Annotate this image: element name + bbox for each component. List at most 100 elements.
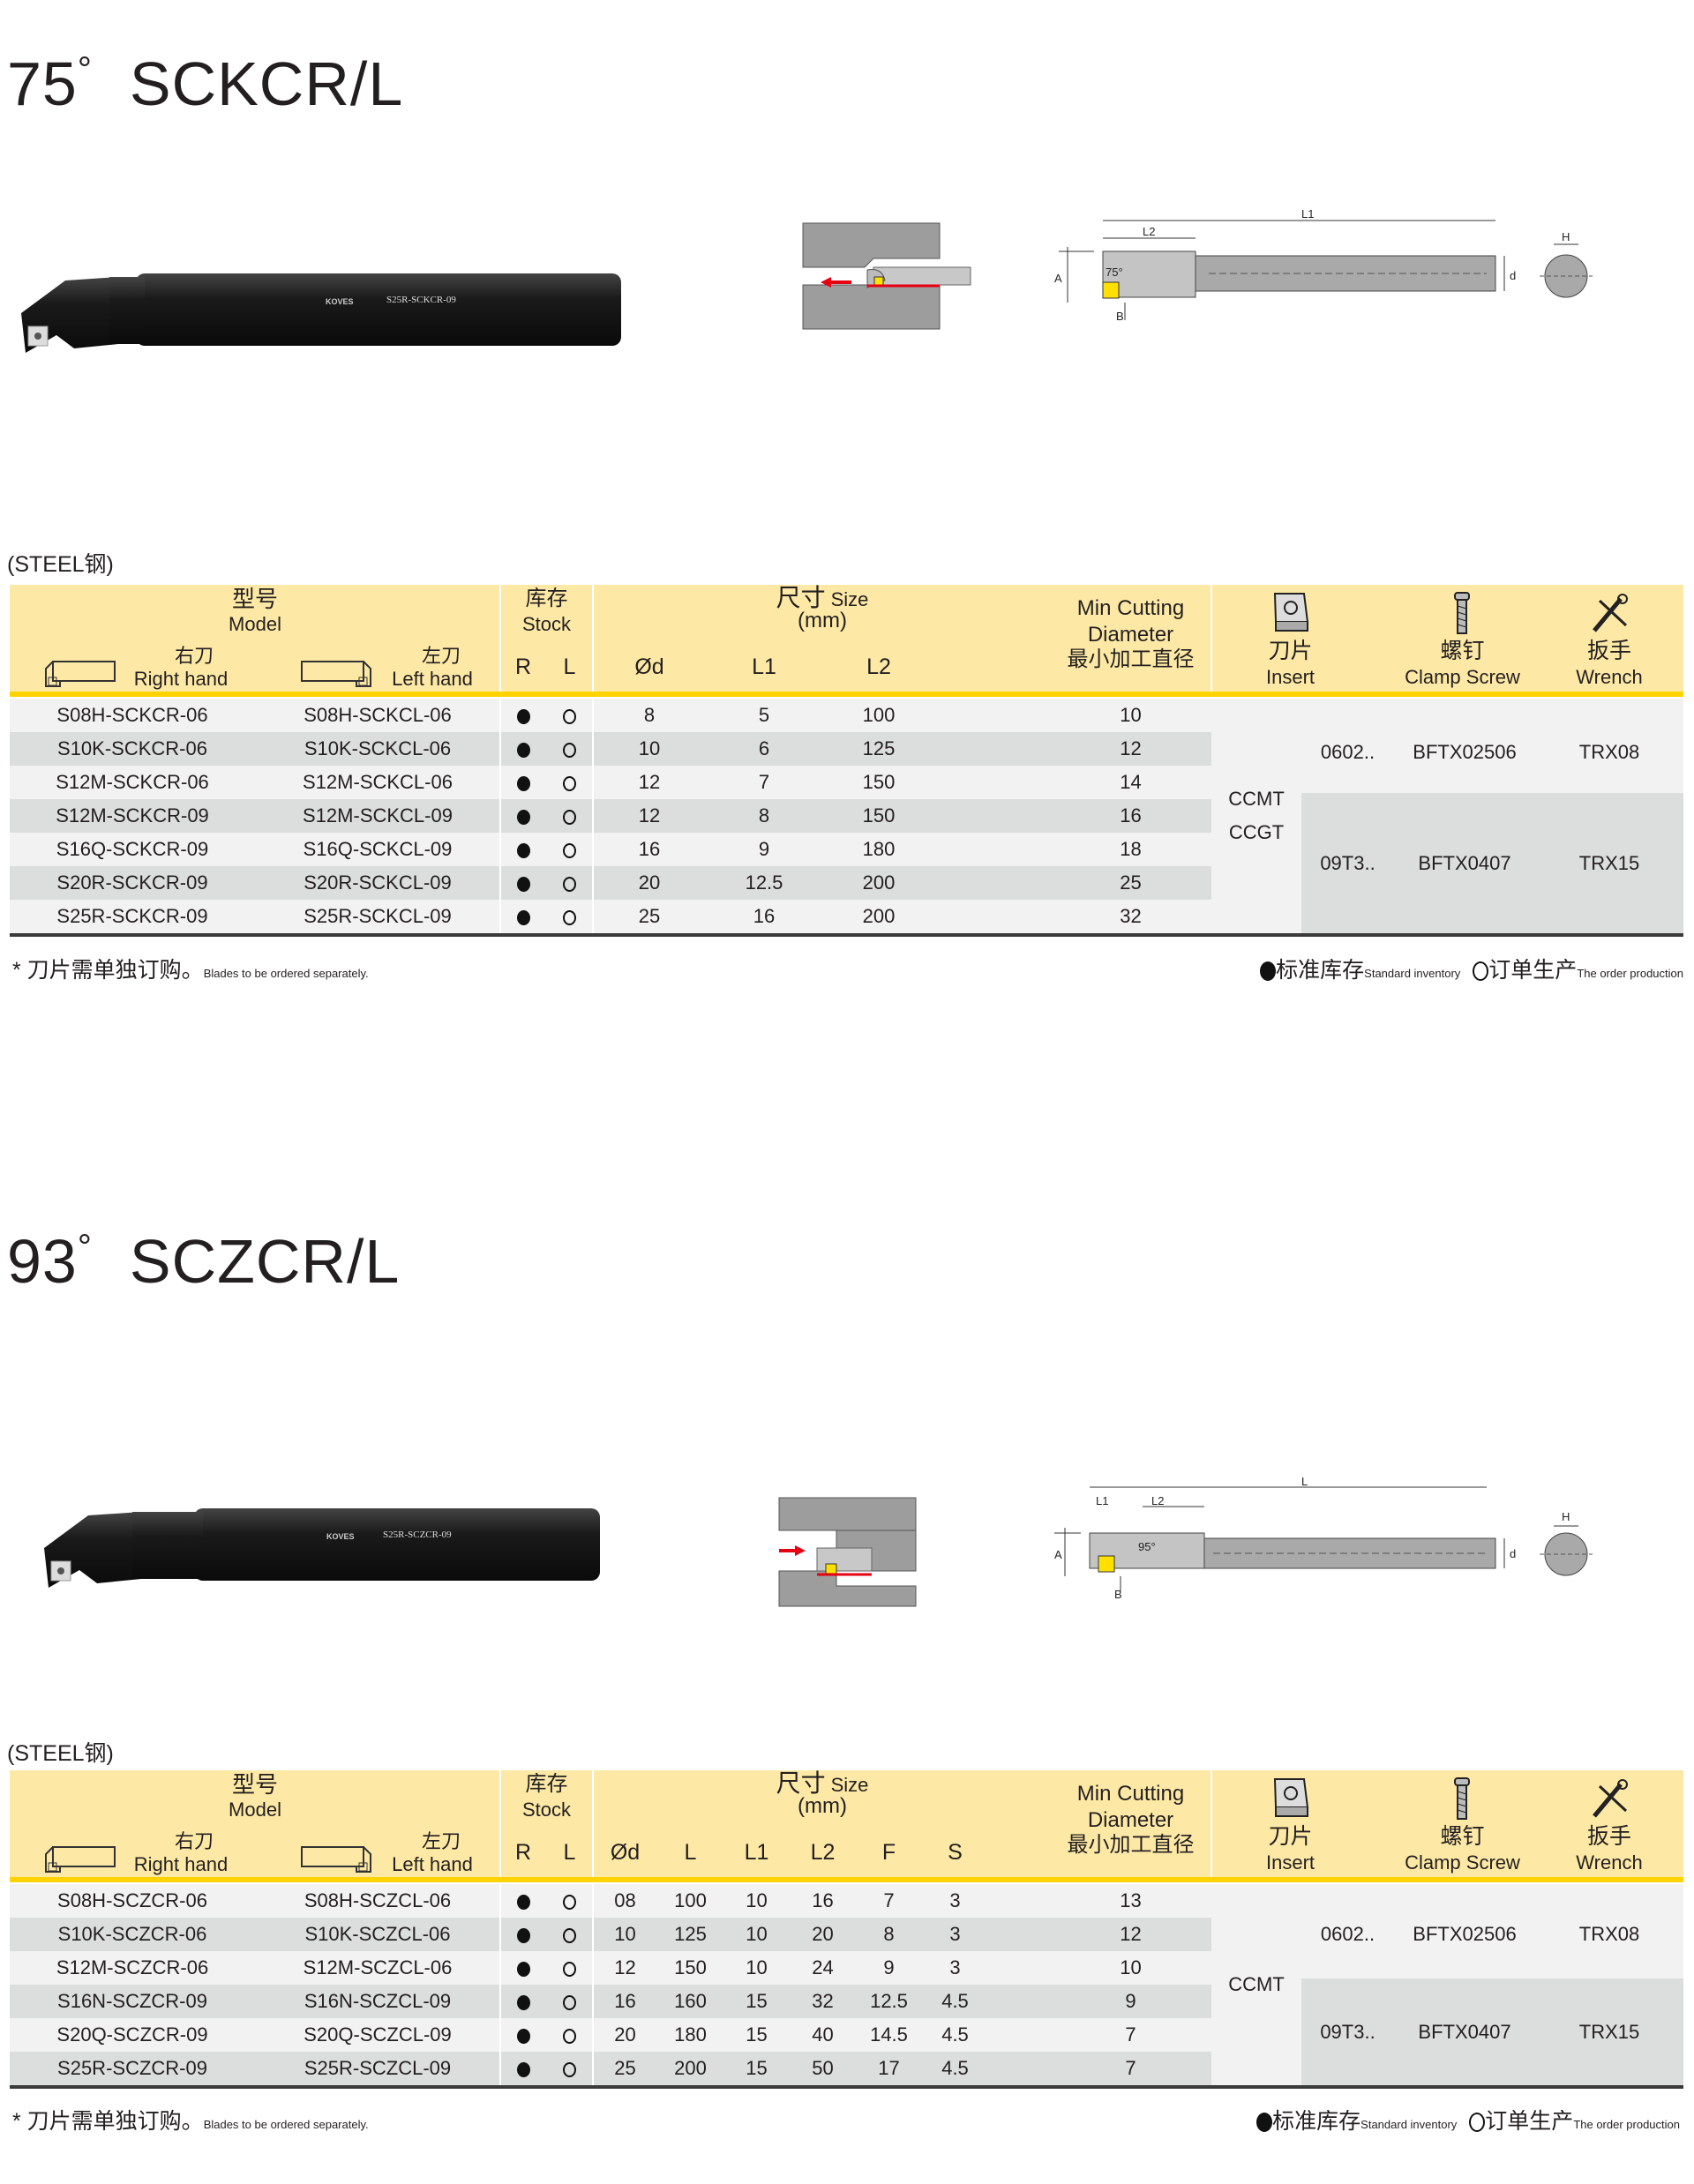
table-row: S08H-SCKCR-06 S08H-SCKCL-06 8 5 100 10 [10, 699, 1211, 732]
stock-l-cell [546, 1985, 593, 2018]
wrench-icon [1593, 1779, 1628, 1818]
min-diameter-en: Min Cutting [1076, 596, 1185, 620]
right-hand-model: S10K-SCZCR-06 [57, 1923, 207, 1945]
standard-stock-dot [516, 775, 530, 791]
machining-schematic [778, 1497, 917, 1607]
dim-value-5: 4.5 [941, 2057, 969, 2079]
column-divider [499, 1770, 501, 1877]
dim-value-1: 100 [674, 1889, 707, 1911]
table-row: S10K-SCZCR-06 S10K-SCZCL-06 10 125 10 20 8 3 12 [10, 1918, 1211, 1951]
size-header-en: Size [830, 1774, 869, 1796]
stock-r-cell [500, 1985, 546, 2018]
size-header: 尺寸 Size [593, 1769, 1052, 1797]
table-row: S16N-SCZCR-09 S16N-SCZCL-09 16 160 15 32 12.5 4… [10, 1985, 1211, 2018]
dim-label-d: d [1510, 1547, 1516, 1560]
clamp-screw-code: BFTX02506 [1413, 1923, 1517, 1945]
table-header: 型号 Model 右刀 Right hand 左刀 Left hand 库存 Stock R L 尺… [10, 1770, 1683, 1882]
insert-type-cell: CCMT CCGT [1211, 699, 1301, 933]
dim-label-d: d [1510, 269, 1516, 282]
insert-icon [1273, 1778, 1309, 1817]
insert-code: 09T3.. [1320, 2020, 1375, 2043]
min-diameter-en: Min Cutting [1076, 1782, 1185, 1806]
dim-header-0: Ød [634, 654, 664, 679]
dim-label-l: L [1301, 1475, 1308, 1488]
order-production-dot [563, 775, 576, 791]
stock-header-en: Stock [521, 613, 572, 635]
clamp-screw-code: BFTX0407 [1418, 2020, 1511, 2043]
min-diameter-value: 16 [1120, 804, 1142, 826]
dim-value-2: 10 [746, 1889, 768, 1911]
stock-r-header: R [514, 654, 532, 679]
min-diameter-en2: Diameter [1087, 1808, 1174, 1832]
left-hand-model: S10K-SCKCL-06 [304, 737, 452, 759]
min-diameter-value: 10 [1120, 704, 1142, 726]
stock-l-cell [546, 2052, 593, 2085]
dim-value-0: 20 [638, 871, 661, 894]
stock-r-cell [500, 2018, 546, 2052]
dim-label-h: H [1562, 230, 1570, 243]
stock-header-en: Stock [521, 1799, 572, 1821]
legend-standard-en: Standard inventory [1360, 2118, 1458, 2131]
column-divider [592, 866, 594, 900]
title-angle: 75 [7, 49, 78, 118]
dimension-drawing: L1 L2 A Bd H 75° [1054, 207, 1593, 323]
dim-value-4: 12.5 [870, 1990, 908, 2012]
order-production-dot [563, 708, 576, 724]
dim-value-5: 3 [949, 1923, 961, 1945]
left-hand-model: S25R-SCKCL-09 [304, 905, 452, 927]
angle-label: 95° [1138, 1540, 1156, 1553]
right-hand-cn: 右刀 [174, 645, 214, 667]
right-hand-model: S10K-SCKCR-06 [57, 737, 207, 759]
dim-value-0: 25 [638, 905, 661, 927]
stock-r-cell [500, 1951, 546, 1985]
column-divider [499, 2018, 501, 2052]
min-diameter-value: 7 [1125, 2023, 1136, 2046]
dim-header-3: L2 [810, 1840, 836, 1865]
dim-label-l1: L1 [1096, 1494, 1108, 1507]
legend-order-en: The order production [1577, 967, 1683, 980]
legend-standard-en: Standard inventory [1364, 967, 1461, 980]
min-diameter-value: 25 [1120, 871, 1142, 894]
insert-type: CCMT [1228, 1973, 1285, 1995]
screw-header-cn: 螺钉 [1440, 639, 1485, 663]
dim-value-0: 12 [638, 804, 661, 826]
wrench-header-en: Wrench [1576, 1851, 1643, 1874]
column-divider [499, 833, 501, 866]
wrench-code: TRX15 [1578, 2020, 1640, 2043]
degree-symbol: ° [77, 1228, 93, 1267]
dim-header-1: L [684, 1840, 697, 1865]
dim-label-b: B [1114, 1588, 1122, 1601]
right-hand-tool-icon [45, 661, 116, 687]
dim-value-5: 3 [949, 1956, 961, 1978]
degree-symbol: ° [77, 50, 93, 89]
order-production-dot [563, 876, 576, 892]
stock-r-cell [500, 2052, 546, 2085]
dim-value-3: 50 [812, 2057, 834, 2079]
standard-stock-dot [516, 708, 530, 724]
right-hand-model: S20R-SCKCR-09 [56, 871, 208, 894]
column-divider [499, 866, 501, 900]
table-row: S12M-SCZCR-06 S12M-SCZCL-06 12 150 10 24 9 3 10 [10, 1951, 1211, 1985]
insert-icon [1273, 593, 1309, 632]
insert-group: 0602.. BFTX02506 TRX08 [1301, 699, 1683, 805]
footnote-en: Blades to be ordered separately. [203, 2118, 369, 2131]
column-divider [499, 799, 501, 833]
right-hand-model: S08H-SCKCR-06 [56, 704, 208, 726]
dim-value-2: 10 [746, 1956, 768, 1978]
dim-value-4: 8 [883, 1923, 895, 1945]
dim-value-1: 6 [758, 737, 770, 759]
wrench-code: TRX08 [1578, 740, 1640, 763]
left-hand-en: Left hand [392, 668, 473, 690]
size-header-cn: 尺寸 [776, 1769, 826, 1797]
stock-r-cell [500, 900, 546, 933]
right-hand-tool-icon [45, 1846, 116, 1873]
stock-r-cell [500, 833, 546, 866]
column-divider [592, 900, 594, 933]
model-header-cn: 型号 [231, 1771, 278, 1798]
order-production-dot [563, 809, 576, 825]
table-row: S25R-SCKCR-09 S25R-SCKCL-09 25 16 200 32 [10, 900, 1211, 933]
clamp-screw-code: BFTX0407 [1418, 851, 1511, 874]
right-hand-model: S12M-SCKCR-06 [56, 771, 209, 793]
